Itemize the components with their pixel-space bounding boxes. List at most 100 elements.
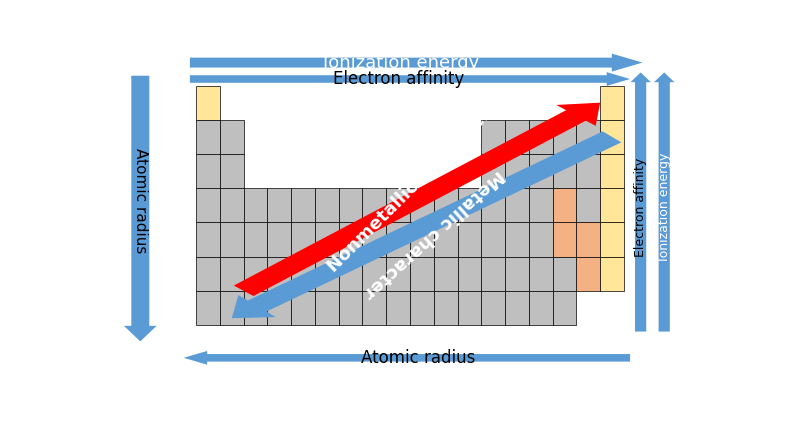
Bar [338, 256, 362, 291]
Bar [386, 256, 410, 291]
Bar [529, 154, 553, 188]
Bar [553, 222, 576, 256]
Bar [315, 256, 338, 291]
Bar [553, 154, 576, 188]
FancyArrow shape [234, 103, 600, 296]
Bar [386, 291, 410, 325]
Bar [196, 86, 220, 120]
Bar [505, 154, 529, 188]
Text: Electron affinity: Electron affinity [333, 70, 464, 88]
Bar [196, 120, 220, 154]
Bar [600, 222, 624, 256]
Bar [267, 188, 291, 222]
Bar [196, 291, 220, 325]
Bar [482, 120, 505, 154]
Bar [482, 291, 505, 325]
Bar [505, 256, 529, 291]
Bar [338, 222, 362, 256]
Bar [196, 154, 220, 188]
Text: Electron affinity: Electron affinity [634, 157, 647, 256]
Bar [482, 188, 505, 222]
Bar [338, 291, 362, 325]
Bar [291, 291, 315, 325]
Bar [434, 188, 458, 222]
Bar [458, 256, 482, 291]
Bar [553, 188, 576, 222]
Bar [576, 120, 600, 154]
Bar [482, 222, 505, 256]
Bar [196, 188, 220, 222]
Bar [553, 291, 576, 325]
Bar [291, 188, 315, 222]
Bar [458, 188, 482, 222]
Bar [576, 256, 600, 291]
Bar [386, 188, 410, 222]
Bar [434, 222, 458, 256]
Bar [482, 256, 505, 291]
Bar [362, 291, 386, 325]
Bar [529, 222, 553, 256]
Bar [505, 120, 529, 154]
Bar [434, 291, 458, 325]
Bar [196, 256, 220, 291]
Text: Ionization energy: Ionization energy [322, 54, 479, 72]
Bar [362, 188, 386, 222]
Bar [267, 222, 291, 256]
Bar [600, 120, 624, 154]
FancyArrow shape [190, 54, 642, 72]
Bar [410, 291, 434, 325]
FancyArrow shape [190, 72, 630, 86]
Bar [458, 222, 482, 256]
Bar [553, 120, 576, 154]
Bar [362, 256, 386, 291]
Bar [600, 86, 624, 120]
FancyArrow shape [184, 351, 630, 365]
Bar [267, 256, 291, 291]
Bar [220, 154, 244, 188]
FancyArrow shape [630, 72, 651, 331]
Bar [291, 222, 315, 256]
Text: Atomic radius: Atomic radius [362, 349, 476, 367]
Bar [505, 222, 529, 256]
Bar [505, 188, 529, 222]
Bar [482, 154, 505, 188]
Bar [244, 256, 267, 291]
Bar [576, 154, 600, 188]
Bar [196, 222, 220, 256]
Bar [600, 256, 624, 291]
FancyArrow shape [124, 76, 157, 341]
Bar [338, 188, 362, 222]
Bar [553, 256, 576, 291]
Text: Metallic character: Metallic character [359, 166, 507, 302]
Bar [244, 291, 267, 325]
Bar [220, 120, 244, 154]
Bar [600, 188, 624, 222]
Text: Atomic radius: Atomic radius [133, 148, 148, 253]
Bar [315, 188, 338, 222]
Bar [291, 256, 315, 291]
Bar [576, 222, 600, 256]
Bar [220, 256, 244, 291]
Text: Nonmetallic character: Nonmetallic character [325, 105, 495, 276]
Bar [220, 222, 244, 256]
Bar [576, 188, 600, 222]
Bar [529, 188, 553, 222]
Bar [434, 256, 458, 291]
Bar [267, 291, 291, 325]
Bar [315, 291, 338, 325]
Bar [600, 154, 624, 188]
Bar [410, 188, 434, 222]
Bar [458, 291, 482, 325]
Bar [362, 222, 386, 256]
Text: Ionization energy: Ionization energy [658, 153, 670, 261]
Bar [410, 222, 434, 256]
Bar [244, 222, 267, 256]
Bar [410, 256, 434, 291]
Bar [315, 222, 338, 256]
FancyArrow shape [654, 72, 674, 331]
FancyArrow shape [232, 131, 622, 318]
Bar [529, 291, 553, 325]
Bar [529, 120, 553, 154]
Bar [529, 256, 553, 291]
Bar [505, 291, 529, 325]
